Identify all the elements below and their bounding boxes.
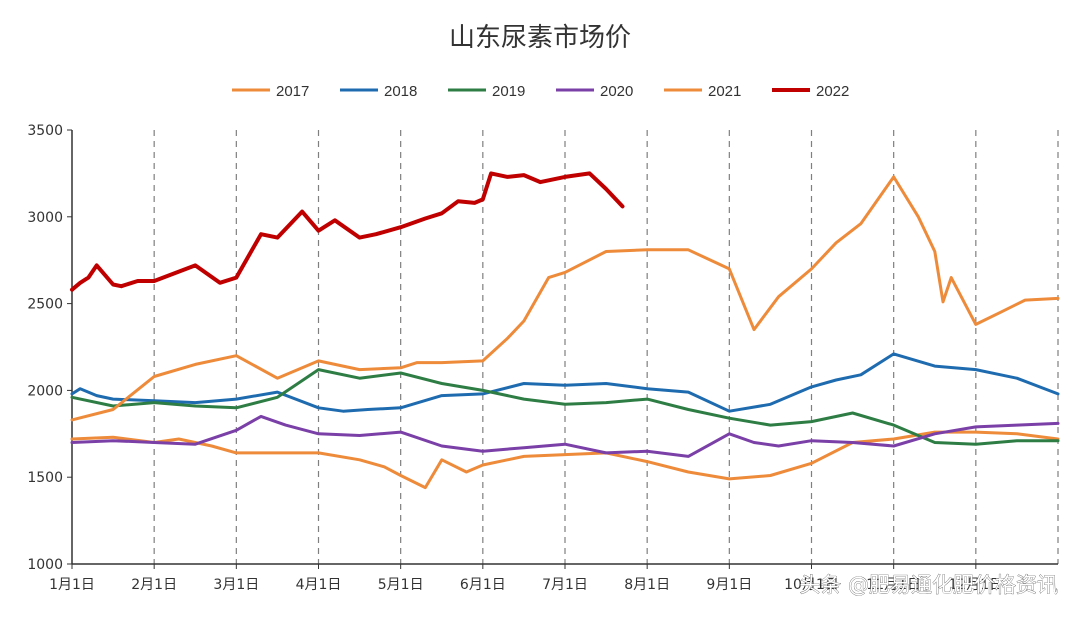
series-line-2018 xyxy=(70,352,1060,413)
legend-label: 2020 xyxy=(600,83,633,100)
y-tick-label: 2500 xyxy=(27,297,63,313)
x-tick-label: 8月1日 xyxy=(624,577,670,593)
x-tick-label: 4月1日 xyxy=(296,577,342,593)
series-line-2021 xyxy=(70,175,1060,422)
legend-label: 2018 xyxy=(384,83,417,100)
legend-item-2020: 2020 xyxy=(556,83,633,100)
x-tick-label: 9月1日 xyxy=(706,577,752,593)
axes: 1000 1500 2000 2500 3000 3500 1月1日 2月1日 3月1日 4月1日… xyxy=(27,123,1058,593)
legend-label: 2019 xyxy=(492,83,525,100)
legend-item-2019: 2019 xyxy=(448,83,525,100)
y-tick-label: 3000 xyxy=(27,210,63,226)
y-tick-label: 3500 xyxy=(27,123,63,139)
legend-label: 2022 xyxy=(816,83,849,100)
series-group xyxy=(70,171,1060,490)
legend-label: 2021 xyxy=(708,83,741,100)
series-line-2020 xyxy=(70,414,1060,458)
legend-item-2018: 2018 xyxy=(340,83,417,100)
x-tick-label: 2月1日 xyxy=(131,577,177,593)
x-tick-label: 5月1日 xyxy=(378,577,424,593)
legend-item-2021: 2021 xyxy=(664,83,741,100)
x-tick-label: 1月1日 xyxy=(49,577,95,593)
x-tick-label: 3月1日 xyxy=(213,577,259,593)
series-line-2019 xyxy=(70,368,1060,446)
series-line-2022 xyxy=(70,171,625,292)
x-tick-label: 11月1日 xyxy=(866,577,921,593)
chart-title: 山东尿素市场价 xyxy=(449,23,631,53)
y-tick-label: 2000 xyxy=(27,383,63,399)
x-tick-label: 12月1日 xyxy=(948,577,1003,593)
x-tick-label: 6月1日 xyxy=(460,577,506,593)
x-tick-label: 10月1日 xyxy=(784,577,839,593)
legend-item-2017: 2017 xyxy=(232,83,309,100)
legend: 2017 2018 2019 2020 2021 2022 xyxy=(232,83,849,100)
legend-label: 2017 xyxy=(276,83,309,100)
legend-item-2022: 2022 xyxy=(772,83,849,100)
x-tick-label: 7月1日 xyxy=(542,577,588,593)
y-tick-label: 1000 xyxy=(27,557,63,573)
watermark-text: 头条 @肥易通化肥价格资讯 xyxy=(799,573,1058,597)
y-tick-label: 1500 xyxy=(27,470,63,486)
series-line-2017 xyxy=(70,430,1060,490)
grid-lines xyxy=(153,130,1059,564)
